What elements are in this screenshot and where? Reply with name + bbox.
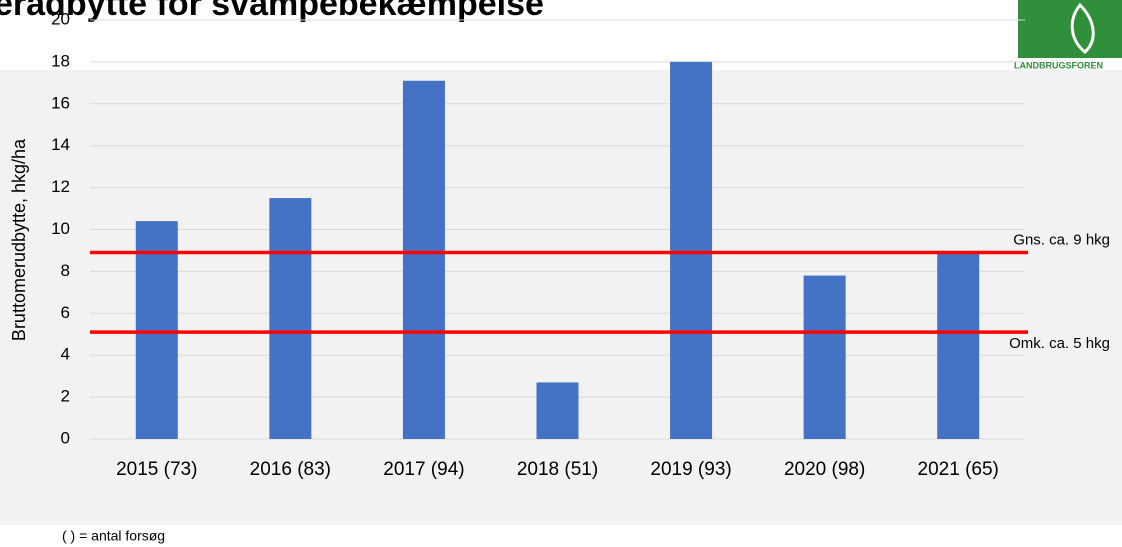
y-tick-label: 18 [51,51,70,70]
reference-label: Omk. ca. 5 hkg [1009,335,1110,352]
y-axis-label: Bruttomerudbytte, hkg/ha [9,138,29,341]
x-tick-label: 2015 (73) [116,459,197,480]
bar [135,221,178,439]
y-tick-label: 4 [61,345,70,364]
logo-text: LANDBRUGSFOREN [1014,60,1103,70]
x-tick-label: 2017 (94) [383,459,464,480]
logo-box [1018,0,1122,58]
bar [402,80,445,439]
y-tick-label: 16 [51,93,70,112]
y-tick-label: 0 [61,428,70,447]
x-tick-label: 2016 (83) [250,459,331,480]
y-tick-label: 20 [51,9,70,28]
x-tick-label: 2019 (93) [650,459,731,480]
y-tick-label: 2 [61,387,70,406]
y-tick-label: 14 [51,135,70,154]
bar [803,275,846,439]
x-tick-label: 2018 (51) [517,459,598,480]
y-tick-label: 8 [61,261,70,280]
bar [937,252,980,439]
bar [670,61,713,440]
y-tick-label: 10 [51,219,70,238]
bar [536,382,579,439]
logo: LANDBRUGSFOREN [1014,0,1122,70]
y-tick-label: 12 [51,177,70,196]
bar [269,198,312,439]
y-tick-label: 6 [61,303,70,322]
footnote: ( ) = antal forsøg [62,528,165,544]
reference-label: Gns. ca. 9 hkg [1013,232,1110,249]
x-tick-label: 2021 (65) [918,459,999,480]
x-tick-label: 2020 (98) [784,459,865,480]
logo-leaf [1070,2,1095,54]
chart-title: eradbytte for svampebekæmpelse [0,0,544,23]
